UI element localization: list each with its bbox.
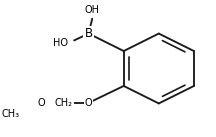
Text: CH₃: CH₃: [2, 109, 20, 119]
Text: HO: HO: [53, 38, 68, 48]
Text: OH: OH: [85, 5, 100, 15]
Text: O: O: [37, 99, 45, 108]
Text: B: B: [84, 27, 93, 40]
Text: O: O: [85, 99, 92, 108]
Text: CH₂: CH₂: [55, 99, 73, 108]
